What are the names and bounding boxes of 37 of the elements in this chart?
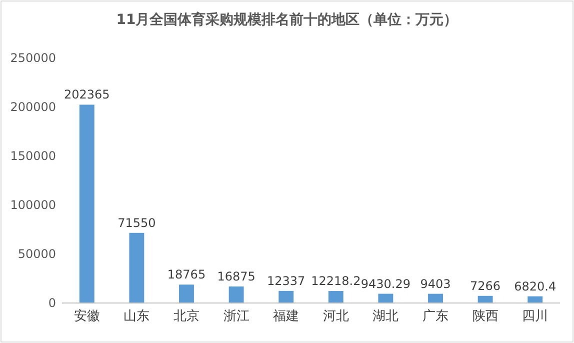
y-tick-label: 100000 xyxy=(10,198,56,212)
data-label: 71550 xyxy=(118,216,156,230)
x-tick-label: 河北 xyxy=(322,309,349,324)
bar xyxy=(428,294,443,303)
data-label: 7266 xyxy=(470,278,501,293)
data-label: 18765 xyxy=(167,268,206,282)
x-tick-label: 浙江 xyxy=(223,309,250,324)
data-label: 202365 xyxy=(64,88,110,102)
bar xyxy=(278,290,294,303)
x-tick-label: 北京 xyxy=(174,309,200,324)
data-label: 16875 xyxy=(217,269,256,284)
bar xyxy=(328,291,344,303)
bar xyxy=(478,296,493,303)
data-label: 12337 xyxy=(267,274,306,288)
x-tick-label: 山东 xyxy=(124,309,150,324)
y-tick-label: 200000 xyxy=(10,100,56,114)
bar xyxy=(79,104,94,303)
bar xyxy=(228,286,244,303)
x-tick-label: 四川 xyxy=(522,309,548,324)
x-tick-label: 安徽 xyxy=(74,308,100,324)
chart-title: 11月全国体育采购规模排名前十的地区（单位：万元） xyxy=(116,11,458,28)
x-tick-label: 福建 xyxy=(273,309,300,324)
x-tick-label: 湖北 xyxy=(372,309,399,324)
data-label: 9403 xyxy=(420,276,451,291)
y-tick-label: 150000 xyxy=(10,148,56,163)
data-label: 12218.2 xyxy=(311,274,361,288)
y-tick-label: 0 xyxy=(48,296,56,310)
y-tick-label: 250000 xyxy=(10,50,56,65)
bar xyxy=(528,296,543,303)
data-label: 9430.29 xyxy=(360,276,411,291)
data-label: 6820.4 xyxy=(514,279,556,294)
x-tick-label: 陕西 xyxy=(472,309,498,324)
bar xyxy=(179,284,194,303)
bar xyxy=(129,232,144,303)
bar xyxy=(378,294,394,303)
y-tick-label: 50000 xyxy=(18,246,56,261)
x-tick-label: 广东 xyxy=(422,309,448,324)
